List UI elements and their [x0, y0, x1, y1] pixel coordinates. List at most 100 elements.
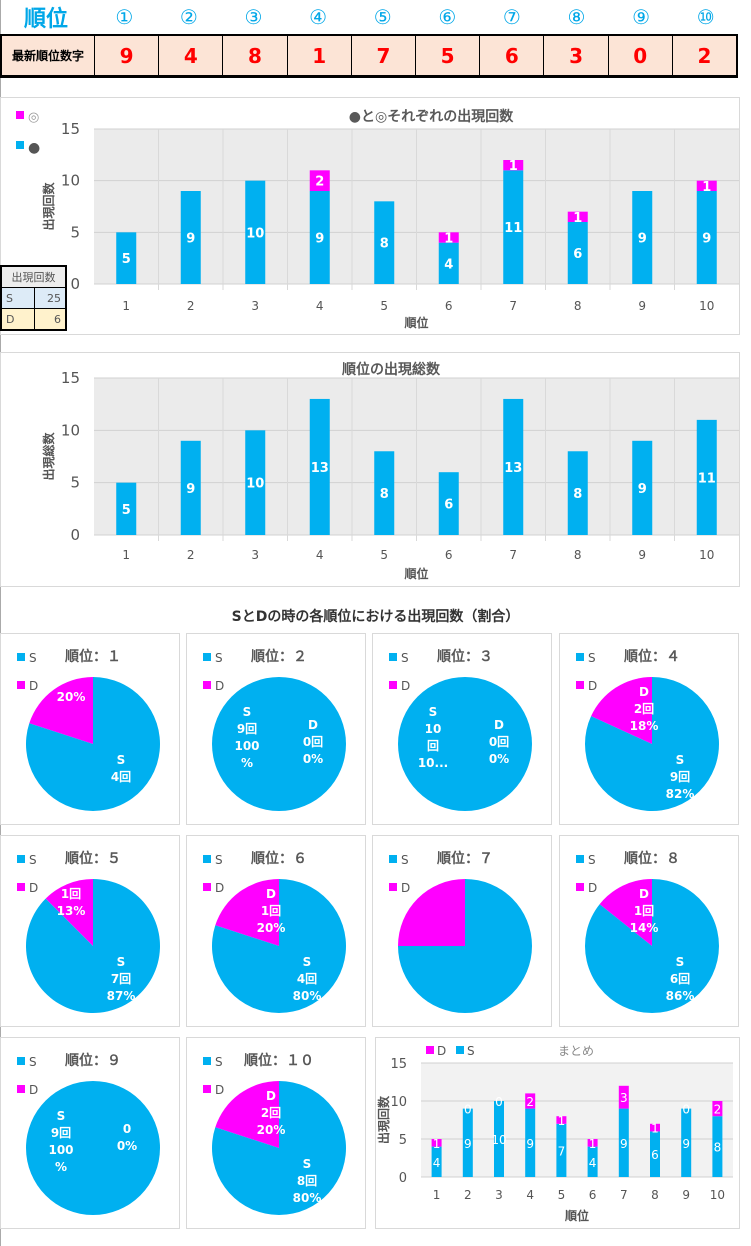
bar-total-6	[438, 472, 459, 535]
pie-chart-rank-3[interactable]: 順位：３ S D S 10 回 10... D 0回 0%	[372, 633, 552, 825]
bar-●-5	[374, 201, 395, 284]
data-label: 9	[702, 232, 711, 247]
legend-swatch-d	[203, 883, 211, 891]
pie-title: 順位：２	[251, 648, 307, 665]
legend-swatch-s	[17, 855, 25, 863]
count-table-title: 出現回数	[0, 265, 67, 288]
bar-total-9	[632, 440, 653, 535]
data-label: 3	[620, 1091, 628, 1105]
x-tick-label: 8	[574, 299, 582, 313]
legend-swatch-d	[17, 681, 25, 689]
bar-total-5	[374, 451, 395, 535]
latest-digit-3[interactable]: 8	[223, 36, 288, 75]
legend-swatch-d	[426, 1046, 434, 1054]
pie-chart-rank-5[interactable]: 順位：５ S D 1回 13% S 7回 87%	[0, 835, 180, 1027]
y-tick-label: 0	[70, 526, 80, 544]
bar-◎-8	[567, 211, 588, 222]
pie-label-sl: 10	[425, 722, 442, 736]
chart-summary[interactable]: 0 5 10 15 1 4 1 2 9 0 3 10 0 4 9 2 5 7 1 6 4 1 7 9 3 8 6 1 9 9 0 10 8 2 まと…	[375, 1037, 740, 1229]
pie-chart-rank-9[interactable]: 順位：９ S D S 9回 100% 0 0%	[0, 1037, 180, 1229]
legend-swatch-d	[17, 883, 25, 891]
data-label: 2	[526, 1095, 534, 1109]
pie-chart-rank-1[interactable]: 順位：１ S D 20% S 4回	[0, 633, 180, 825]
x-tick-label: 1	[122, 299, 130, 313]
latest-digit-1[interactable]: 9	[95, 36, 160, 75]
data-label: 11	[504, 221, 522, 236]
pie-label-dl: D	[639, 685, 649, 699]
pie-label-sl: %	[241, 756, 253, 770]
bar-S-9	[681, 1108, 692, 1177]
latest-digit-2[interactable]: 4	[159, 36, 224, 75]
x-tick-label: 6	[445, 299, 453, 313]
pie-label-sl: S	[303, 1157, 312, 1171]
x-tick-label: 2	[187, 548, 195, 562]
latest-digit-9[interactable]: 0	[609, 36, 673, 75]
latest-digit-7[interactable]: 6	[480, 36, 545, 75]
pie-chart-rank-6[interactable]: 順位：６ S D D 1回 20% S 4回 80%	[186, 835, 366, 1027]
pie-label-sl: 80%	[293, 1191, 322, 1205]
rank-header-7: ⑦	[502, 5, 521, 29]
pie-label-dl: D	[266, 887, 276, 901]
legend-swatch-s	[389, 653, 397, 661]
x-tick-label: 3	[251, 548, 259, 562]
pie-label-sl: 4回	[297, 972, 317, 986]
rank-header-6: ⑥	[438, 5, 457, 29]
pie-slice-d	[591, 677, 652, 744]
latest-digit-5[interactable]: 7	[352, 36, 417, 75]
data-label: 1	[651, 1122, 659, 1136]
x-tick-label: 3	[495, 1188, 503, 1202]
data-label: 4	[589, 1156, 597, 1170]
legend-s: S	[29, 1055, 37, 1069]
latest-digit-10[interactable]: 2	[697, 43, 712, 68]
latest-digit-8[interactable]: 3	[544, 36, 609, 75]
x-tick-label: 4	[526, 1188, 534, 1202]
legend-d: D	[588, 679, 597, 693]
pie-slice-d	[45, 879, 93, 946]
legend-swatch-s	[576, 653, 584, 661]
latest-digit-4[interactable]: 1	[288, 36, 352, 75]
y-tick-label: 10	[61, 421, 80, 439]
latest-digit-6[interactable]: 5	[416, 36, 481, 75]
pie-label-dl: D	[494, 718, 504, 732]
pie-label-dl: 0回	[303, 735, 323, 749]
pie-slice-s	[585, 879, 719, 1013]
pie-chart-rank-4[interactable]: 順位：４ S D D 2回 18% S 9回 82%	[559, 633, 739, 825]
data-label: 9	[638, 482, 647, 497]
pie-chart-rank-7[interactable]: 順位：７ S D	[372, 835, 552, 1027]
legend-swatch-s	[203, 855, 211, 863]
bar-total-10	[696, 419, 717, 535]
pie-label-sl: 4回	[111, 770, 131, 784]
legend-single: ●	[28, 140, 40, 156]
pie-label-sl: 9回	[670, 770, 690, 784]
y-tick-label: 10	[390, 1095, 407, 1110]
rank-header-5: ⑤	[373, 5, 392, 29]
pie-slice-s	[25, 677, 160, 811]
legend-swatch-s	[456, 1046, 464, 1054]
count-key-d: D	[0, 308, 35, 331]
legend-s: S	[467, 1044, 475, 1058]
pie-label-dl: 13%	[57, 904, 86, 918]
chart-total-occurrence[interactable]: 0 5 10 15 1 5 2 9 3 10 4 13 5 8 6 6 7 13 8 8 9 9 10 11 順位の出現総数 順位…	[0, 352, 740, 587]
data-label: 9	[315, 232, 324, 247]
data-label: 11	[698, 471, 716, 486]
pie-chart-rank-8[interactable]: 順位：８ S D D 1回 14% S 6回 86%	[559, 835, 739, 1027]
pie-label-sl: 8回	[297, 1174, 317, 1188]
pie-label-sl: 80%	[293, 989, 322, 1003]
data-label: 1	[444, 232, 453, 247]
legend-swatch-s	[203, 653, 211, 661]
pie-title: 順位：９	[65, 1052, 121, 1069]
chart-title: 順位の出現総数	[342, 361, 441, 378]
data-label: 2	[714, 1103, 722, 1117]
chart-occurrence-by-type[interactable]: 0 5 10 15 1 5 2 9 3 10 4 9 2 5 8 6 4 1 7 11 1 8 6 1 9 9 10 9 1 ●と◎それぞ…	[0, 97, 740, 335]
pie-label-dl: 18%	[630, 719, 659, 733]
pie-chart-rank-2[interactable]: 順位：２ S D S 9回 100% D 0回 0%	[186, 633, 366, 825]
pie-slice-s	[398, 677, 532, 811]
pie-slice-d	[215, 879, 279, 946]
legend-s: S	[29, 651, 37, 665]
x-tick-label: 3	[251, 299, 259, 313]
bar-●-4	[309, 191, 330, 284]
data-label: 10	[491, 1133, 506, 1147]
pie-label-dl: 1回	[634, 904, 654, 918]
pie-chart-rank-10[interactable]: 順位：１０ S D D 2回 20% S 8回 80%	[186, 1037, 366, 1229]
data-label: 13	[504, 461, 522, 476]
